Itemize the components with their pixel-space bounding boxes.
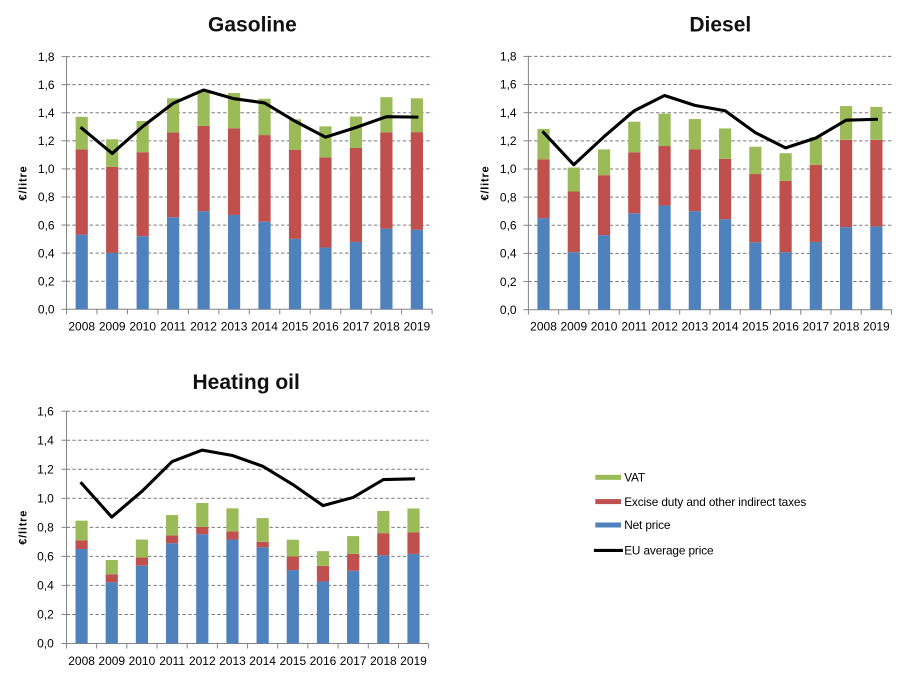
svg-text:2019: 2019 [400,654,427,668]
svg-text:0,8: 0,8 [38,190,55,204]
svg-text:0,4: 0,4 [37,579,54,593]
svg-text:2009: 2009 [99,320,126,334]
svg-text:€/litre: €/litre [480,166,492,201]
svg-text:2013: 2013 [681,320,708,334]
svg-text:0,2: 0,2 [37,608,54,622]
svg-text:0,2: 0,2 [500,275,517,289]
svg-text:2017: 2017 [343,320,370,334]
svg-text:0,4: 0,4 [500,247,517,261]
svg-text:2019: 2019 [863,320,890,334]
svg-text:0,6: 0,6 [500,218,517,232]
svg-text:2010: 2010 [129,654,156,668]
svg-text:2011: 2011 [160,320,186,334]
svg-text:1,6: 1,6 [37,404,54,418]
svg-text:2014: 2014 [712,320,739,334]
svg-text:0,4: 0,4 [38,246,55,260]
svg-text:2016: 2016 [310,654,337,668]
svg-text:2014: 2014 [249,654,276,668]
svg-text:0,0: 0,0 [37,637,54,651]
svg-text:VAT: VAT [624,471,645,485]
svg-text:2009: 2009 [98,654,125,668]
svg-text:2008: 2008 [530,320,557,334]
svg-text:0,6: 0,6 [37,550,54,564]
svg-text:Gasoline: Gasoline [208,14,297,37]
svg-text:2018: 2018 [833,320,860,334]
svg-text:2010: 2010 [129,320,156,334]
svg-text:2019: 2019 [404,320,431,334]
svg-text:1,4: 1,4 [500,106,517,120]
svg-text:2015: 2015 [279,654,306,668]
svg-text:€/litre: €/litre [18,510,30,545]
svg-text:2010: 2010 [591,320,618,334]
svg-text:2008: 2008 [68,320,95,334]
svg-text:2011: 2011 [621,320,647,334]
svg-text:2018: 2018 [370,654,397,668]
svg-text:1,0: 1,0 [37,492,54,506]
svg-text:2012: 2012 [190,320,217,334]
svg-text:0,0: 0,0 [500,303,517,317]
svg-text:€/litre: €/litre [18,166,30,201]
svg-text:0,6: 0,6 [38,218,55,232]
svg-text:0,8: 0,8 [37,521,54,535]
svg-text:2017: 2017 [802,320,829,334]
svg-text:1,4: 1,4 [37,433,54,447]
svg-text:1,0: 1,0 [38,162,55,176]
svg-text:2015: 2015 [742,320,769,334]
svg-text:2012: 2012 [189,654,216,668]
svg-text:Excise duty and other indirect: Excise duty and other indirect taxes [624,495,806,509]
svg-text:2011: 2011 [159,654,185,668]
svg-text:1,2: 1,2 [38,134,55,148]
svg-text:0,0: 0,0 [38,303,55,317]
svg-text:2016: 2016 [772,320,799,334]
svg-text:2016: 2016 [312,320,339,334]
svg-text:2013: 2013 [221,320,248,334]
svg-text:1,2: 1,2 [500,134,517,148]
svg-text:2017: 2017 [340,654,367,668]
svg-text:Diesel: Diesel [689,14,751,37]
svg-text:1,8: 1,8 [500,50,517,64]
svg-text:Net price: Net price [624,518,671,532]
svg-text:0,2: 0,2 [38,274,55,288]
svg-text:2008: 2008 [68,654,95,668]
svg-text:2015: 2015 [282,320,309,334]
svg-text:2014: 2014 [251,320,278,334]
svg-text:1,2: 1,2 [37,462,54,476]
svg-text:0,8: 0,8 [500,190,517,204]
svg-text:1,6: 1,6 [500,78,517,92]
svg-text:1,8: 1,8 [38,50,55,64]
svg-text:2018: 2018 [373,320,400,334]
svg-text:1,6: 1,6 [38,78,55,92]
svg-text:EU average price: EU average price [624,544,714,558]
svg-text:2009: 2009 [560,320,587,334]
svg-text:Heating oil: Heating oil [193,371,300,394]
svg-text:1,4: 1,4 [38,106,55,120]
svg-text:1,0: 1,0 [500,162,517,176]
svg-text:2013: 2013 [219,654,246,668]
svg-text:2012: 2012 [651,320,678,334]
